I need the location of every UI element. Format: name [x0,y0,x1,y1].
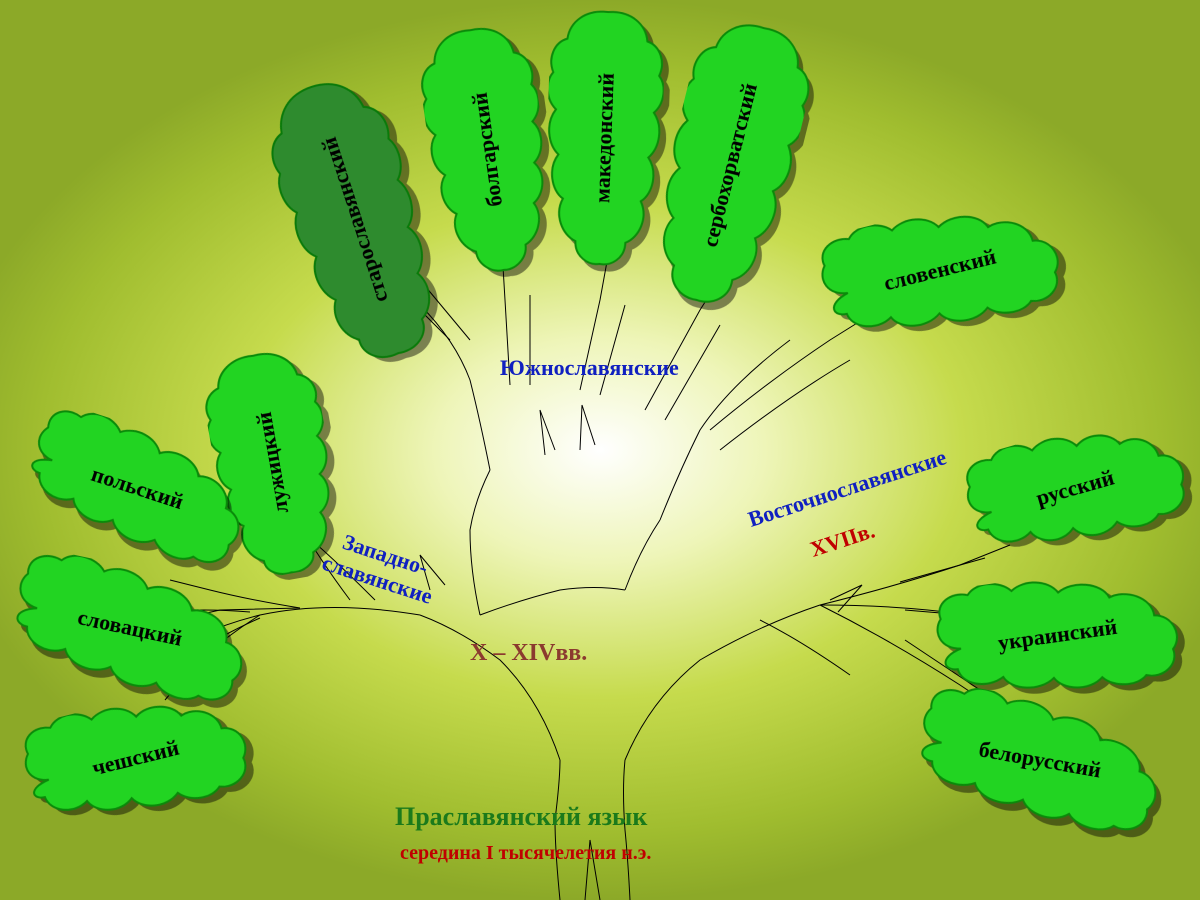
tree-diagram: старославянский болгарский македонский с… [0,0,1200,900]
leaf-macedonian: македонский [542,6,666,270]
root-title: Праславянский язык [395,802,647,832]
period-center: X – XIVвв. [470,640,587,667]
root-subtitle: середина I тысячелетия н.э. [400,842,651,865]
branch-label-south: Южнославянские [500,355,679,381]
